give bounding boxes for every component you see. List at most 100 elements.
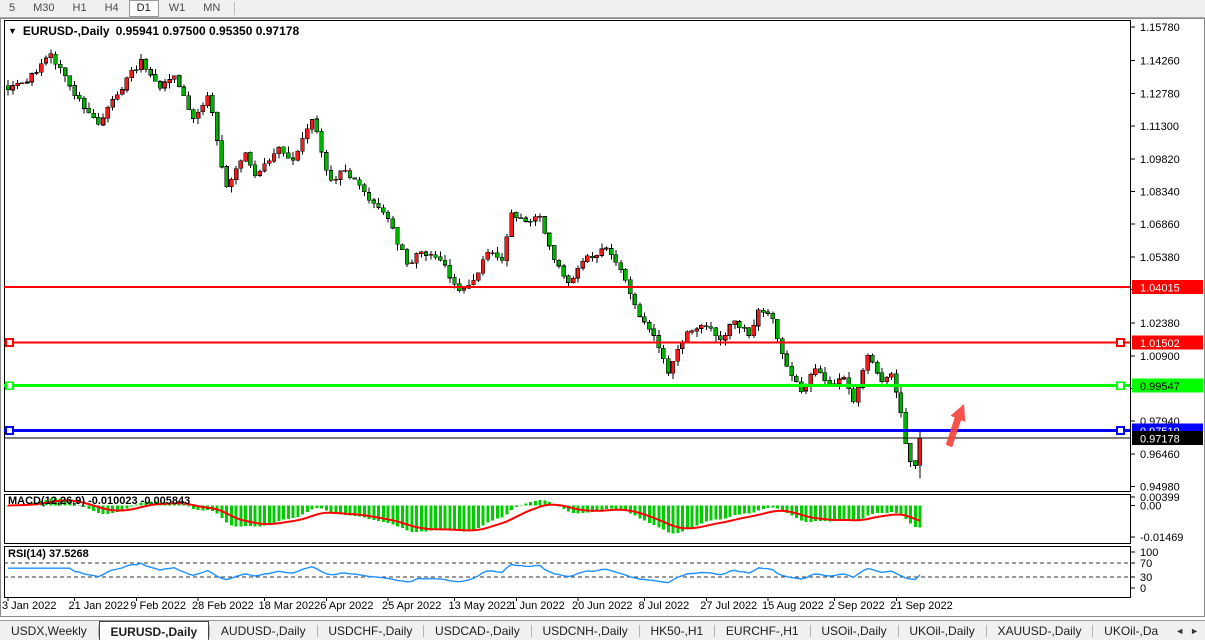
- tab-xauusd-daily[interactable]: XAUUSD-,Daily: [997, 624, 1082, 638]
- macd-histogram-bar: [847, 505, 851, 520]
- macd-histogram-bar: [353, 505, 357, 516]
- macd-histogram-bar: [728, 505, 732, 517]
- macd-histogram-bar: [904, 505, 908, 520]
- timeframe-button-M30[interactable]: M30: [33, 2, 55, 14]
- tab-usoil-daily[interactable]: USOil-,Daily: [821, 624, 887, 638]
- macd-histogram-bar: [144, 501, 148, 506]
- price-axis-label: 1.02380: [1140, 318, 1180, 330]
- macd-histogram-bar: [438, 505, 442, 530]
- macd-histogram-bar: [139, 502, 143, 506]
- macd-histogram-bar: [652, 505, 656, 525]
- macd-histogram-bar: [400, 505, 404, 529]
- timeframe-button-D1[interactable]: D1: [128, 0, 159, 17]
- hline-1.01502[interactable]: 1.01502: [4, 335, 1203, 351]
- macd-histogram-bar: [443, 505, 447, 530]
- date-axis-label: 8 Jul 2022: [639, 600, 690, 612]
- macd-histogram-bar: [6, 505, 10, 507]
- macd-histogram-bar: [605, 505, 608, 509]
- timeframe-button-W1[interactable]: W1: [168, 2, 186, 14]
- timeframe-button-5[interactable]: 5: [9, 2, 16, 14]
- hline-handle[interactable]: [5, 381, 14, 391]
- macd-histogram-bar: [842, 505, 846, 520]
- tab-scroll-left-icon[interactable]: ◄: [1175, 626, 1185, 636]
- tab-usdcad-daily[interactable]: USDCAD-,Daily: [435, 624, 520, 638]
- macd-histogram-bar: [790, 505, 794, 516]
- hline-1.04015[interactable]: 1.04015: [4, 280, 1203, 295]
- tab-eurusd-daily[interactable]: EURUSD-,Daily: [98, 621, 210, 640]
- timeframe-button-H4[interactable]: H4: [104, 2, 119, 14]
- macd-histogram-bar: [315, 505, 319, 509]
- macd-histogram-bar: [894, 505, 898, 513]
- hline-handle[interactable]: [1116, 381, 1125, 391]
- chart-symbol-marker-icon: ▼: [8, 26, 17, 36]
- hline-handle[interactable]: [5, 426, 14, 435]
- macd-histogram-bar: [419, 505, 423, 532]
- tab-divider: [530, 625, 532, 637]
- macd-histogram-bar: [481, 505, 485, 526]
- price-axis-label: 1.08340: [1140, 187, 1180, 199]
- tab-usdx-weekly[interactable]: USDX,Weekly: [11, 624, 87, 638]
- macd-histogram-bar: [723, 505, 727, 519]
- price-axis-label: 1.12780: [1140, 88, 1180, 100]
- tab-usdchf-daily[interactable]: USDCHF-,Daily: [328, 624, 413, 638]
- timeframe-button-MN[interactable]: MN: [203, 2, 221, 14]
- macd-histogram-bar: [301, 505, 304, 515]
- macd-histogram-bar: [92, 505, 95, 512]
- tab-eurchf-h1[interactable]: EURCHF-,H1: [725, 624, 799, 638]
- tab-audusd-daily[interactable]: AUDUSD-,Daily: [220, 624, 306, 638]
- macd-histogram-bar: [348, 505, 352, 516]
- macd-histogram-bar: [272, 505, 276, 523]
- macd-histogram-bar: [909, 505, 912, 524]
- macd-histogram-bar: [277, 505, 281, 521]
- macd-histogram-bar: [82, 505, 86, 508]
- up-arrow-annotation[interactable]: [945, 404, 966, 448]
- macd-histogram-bar: [391, 505, 395, 525]
- macd-histogram-bar: [253, 505, 257, 527]
- tab-scroll-right-icon[interactable]: ►: [1190, 626, 1200, 636]
- macd-histogram-bar: [434, 505, 437, 531]
- macd-histogram-bar: [837, 505, 841, 521]
- date-axis-label: 25 Apr 2022: [382, 600, 441, 612]
- macd-histogram-bar: [305, 505, 309, 513]
- hline-handle[interactable]: [5, 338, 14, 347]
- hline-handle[interactable]: [1116, 426, 1125, 435]
- macd-histogram-bar: [875, 505, 879, 514]
- date-axis-label: 20 Jun 2022: [572, 600, 633, 612]
- macd-histogram-bar: [381, 505, 385, 522]
- macd-histogram-bar: [828, 505, 832, 522]
- price-axis-label: 1.00900: [1140, 351, 1180, 363]
- macd-histogram-bar: [367, 505, 371, 519]
- macd-histogram-bar: [609, 505, 613, 509]
- macd-histogram-bar: [833, 505, 836, 522]
- tab-ukoil-da[interactable]: UKOil-,Da: [1104, 624, 1159, 638]
- macd-histogram-bar: [248, 505, 252, 526]
- tab-divider: [209, 625, 210, 637]
- hline-0.99547[interactable]: 0.99547: [4, 378, 1203, 394]
- macd-histogram-bar: [823, 505, 827, 521]
- date-axis-label: 9 Feb 2022: [130, 600, 186, 612]
- macd-histogram-bar: [472, 505, 475, 530]
- timeframe-button-H1[interactable]: H1: [72, 2, 87, 14]
- macd-histogram-bar: [286, 505, 290, 519]
- macd-histogram-bar: [638, 505, 642, 519]
- macd-histogram-bar: [766, 505, 770, 508]
- macd-histogram-bar: [595, 505, 599, 512]
- tab-usdcnh-daily[interactable]: USDCNH-,Daily: [542, 624, 628, 638]
- macd-histogram-bar: [191, 505, 195, 509]
- macd-histogram-bar: [429, 505, 433, 531]
- macd-histogram-bar: [852, 505, 855, 521]
- price-axis-label: 1.14260: [1140, 56, 1180, 68]
- macd-histogram-bar: [752, 505, 756, 513]
- macd-histogram-bar: [586, 505, 589, 513]
- tab-divider: [423, 625, 425, 637]
- macd-histogram-bar: [177, 503, 181, 506]
- toolbar-separator: [234, 2, 236, 15]
- tab-hk50-h1[interactable]: HK50-,H1: [650, 624, 704, 638]
- tab-ukoil-daily[interactable]: UKOil-,Daily: [909, 624, 975, 638]
- hline-handle[interactable]: [1116, 338, 1125, 347]
- rsi-indicator-label: RSI(14) 37.5268: [8, 548, 89, 560]
- candles: [5, 49, 923, 479]
- macd-histogram-bar: [619, 505, 623, 510]
